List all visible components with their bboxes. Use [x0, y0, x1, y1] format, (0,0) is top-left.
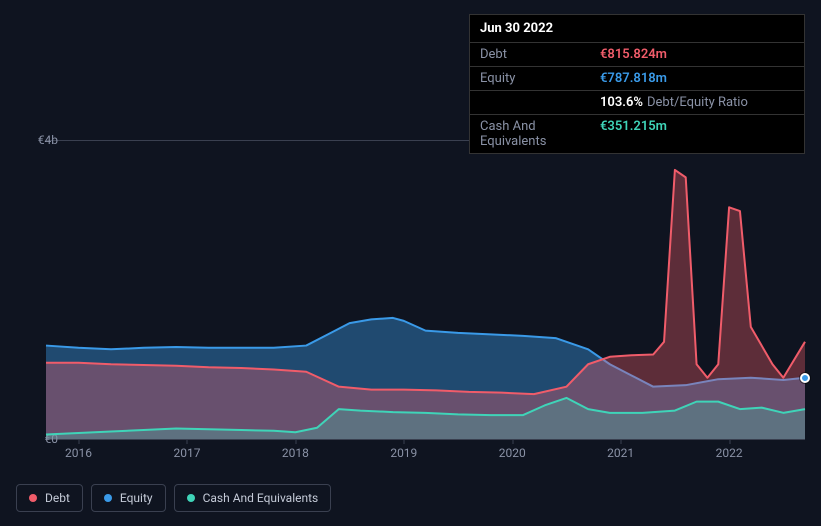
legend-item-equity[interactable]: Equity: [91, 484, 166, 512]
chart-tooltip: Jun 30 2022 Debt €815.824m Equity €787.8…: [469, 14, 805, 154]
plot-area[interactable]: €4b €0: [46, 140, 805, 440]
legend-label: Cash And Equivalents: [203, 491, 319, 505]
tooltip-label: Cash And Equivalents: [480, 119, 600, 149]
legend: Debt Equity Cash And Equivalents: [16, 484, 331, 512]
tooltip-value: €815.824m: [600, 47, 667, 62]
plot-svg: [46, 140, 805, 439]
x-axis-tick: 2016: [65, 446, 92, 460]
tooltip-value: €787.818m: [600, 71, 667, 86]
legend-item-debt[interactable]: Debt: [16, 484, 83, 512]
tooltip-row-ratio: 103.6%Debt/Equity Ratio: [470, 91, 804, 115]
legend-label: Equity: [120, 491, 153, 505]
legend-item-cash-and-equivalents[interactable]: Cash And Equivalents: [174, 484, 332, 512]
series-area-debt: [46, 170, 805, 439]
tooltip-value: €351.215m: [600, 119, 667, 149]
tooltip-label: Equity: [480, 71, 600, 86]
tooltip-row-cash: Cash And Equivalents €351.215m: [470, 115, 804, 153]
legend-dot: [104, 494, 112, 502]
x-axis-tick: 2018: [282, 446, 309, 460]
tooltip-row-equity: Equity €787.818m: [470, 67, 804, 91]
x-axis-tick: 2020: [499, 446, 526, 460]
x-axis-tick: 2022: [716, 446, 743, 460]
x-axis-tick: 2017: [173, 446, 200, 460]
tooltip-label: Debt: [480, 47, 600, 62]
tooltip-label: [480, 95, 600, 110]
legend-label: Debt: [45, 491, 70, 505]
tooltip-row-debt: Debt €815.824m: [470, 43, 804, 67]
hover-marker: [800, 373, 810, 383]
x-axis-tick: 2021: [607, 446, 634, 460]
tooltip-date: Jun 30 2022: [470, 15, 804, 43]
ratio-value: 103.6%Debt/Equity Ratio: [600, 95, 748, 110]
legend-dot: [187, 494, 195, 502]
x-axis-tick: 2019: [390, 446, 417, 460]
legend-dot: [29, 494, 37, 502]
x-axis: 2016 2017 2018 2019 2020 2021 2022: [46, 442, 805, 472]
